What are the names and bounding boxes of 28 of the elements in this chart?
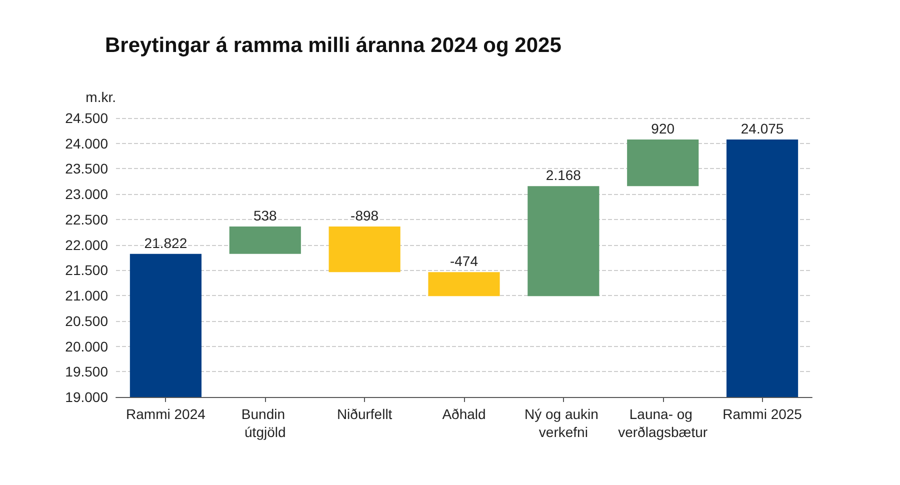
y-tick-label: 23.500 (65, 160, 108, 177)
y-axis-title: m.kr. (86, 89, 116, 105)
y-tick-label: 24.000 (65, 135, 108, 152)
x-tick-label: Niðurfellt (336, 406, 392, 422)
y-tick-label: 22.000 (65, 236, 108, 253)
data-label: 2.168 (546, 167, 582, 184)
x-tick-label: Bundin útgjöld (241, 406, 289, 440)
data-label: -474 (450, 253, 478, 270)
data-label: 24.075 (740, 120, 784, 137)
y-tick-label: 23.000 (65, 186, 108, 202)
data-label: 920 (651, 120, 675, 137)
y-tick-label: 20.500 (65, 312, 108, 329)
y-tick-label: 20.000 (65, 338, 108, 354)
data-label: 538 (253, 208, 278, 224)
x-tick-label: Rammi 2025 (722, 406, 802, 422)
x-tick-label: Launa- og verðlagsbætur (618, 406, 708, 440)
y-tick-label: 19.000 (65, 389, 108, 405)
y-tick-label: 21.500 (65, 262, 108, 278)
y-tick-label: 19.500 (65, 364, 108, 380)
chart-title: Breytingar á ramma milli áranna 2024 og 2025 (105, 34, 562, 57)
data-label: 21.822 (144, 234, 188, 251)
y-tick-label: 22.500 (65, 211, 108, 228)
data-label: -898 (350, 208, 379, 224)
x-tick-label: Ný og aukin verkefni (524, 406, 602, 440)
x-tick-label: Rammi 2024 (126, 406, 206, 422)
x-tick-label: Aðhald (442, 406, 486, 422)
y-tick-label: 21.000 (65, 288, 108, 304)
y-tick-label: 24.500 (65, 110, 108, 126)
